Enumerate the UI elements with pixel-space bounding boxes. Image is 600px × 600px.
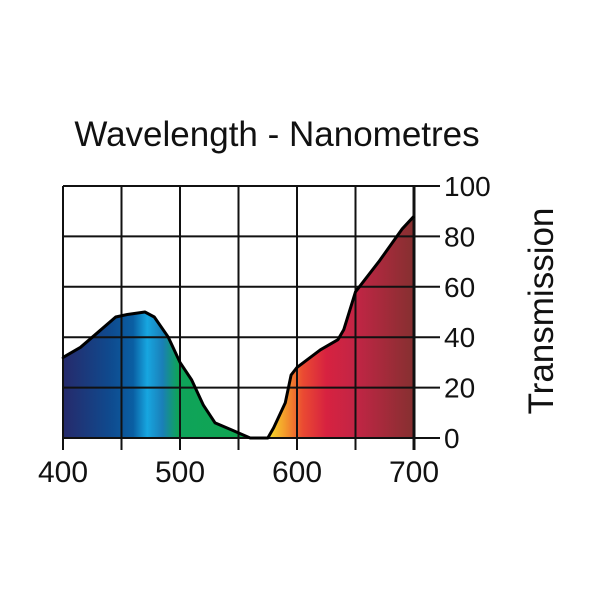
y-tick-label: 100: [444, 171, 491, 202]
y-tick-label: 20: [444, 373, 475, 404]
transmission-curve: [61, 215, 416, 440]
x-tick-label: 400: [38, 456, 88, 489]
y-tick-label: 0: [444, 423, 460, 454]
transmission-area: [63, 216, 414, 438]
x-tick-label: 600: [272, 456, 322, 489]
x-tick-label: 500: [155, 456, 205, 489]
y-tick-label: 80: [444, 221, 475, 252]
chart-title: Wavelength - Nanometres: [74, 115, 479, 154]
y-tick-label: 40: [444, 322, 475, 353]
y-tick-label: 60: [444, 272, 475, 303]
y-axis-label: Transmission: [522, 208, 561, 415]
x-tick-label: 700: [389, 456, 439, 489]
